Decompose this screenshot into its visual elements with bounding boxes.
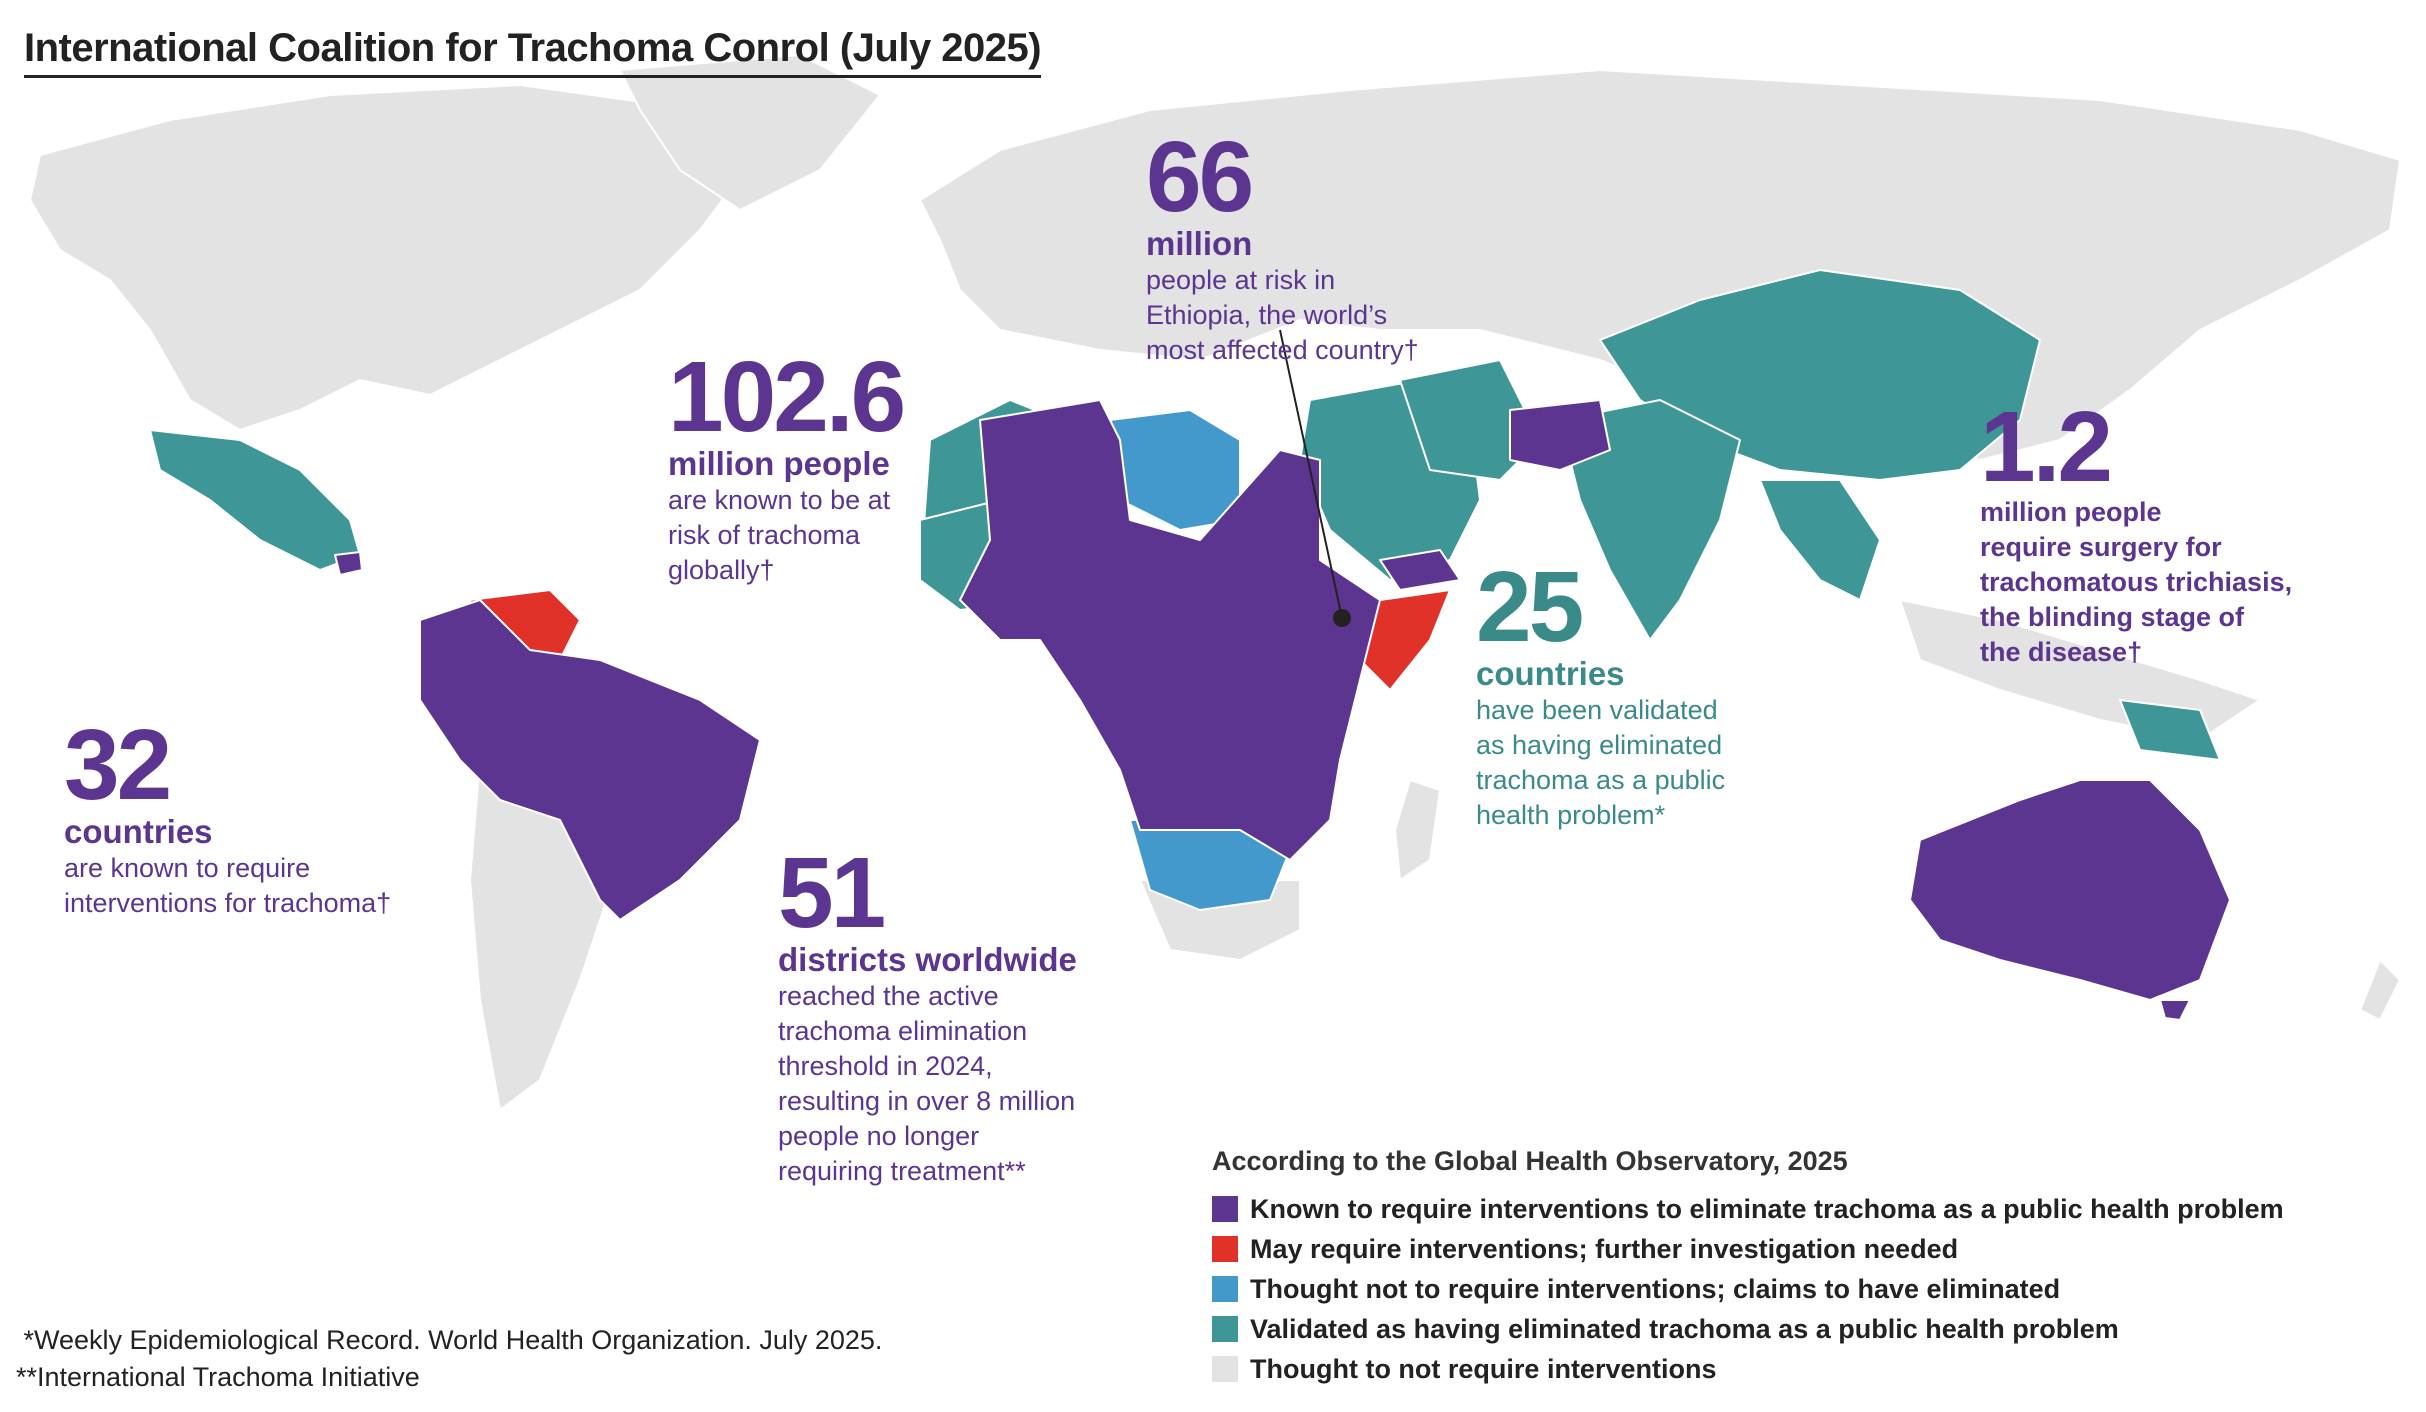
legend-item-eliminated: Thought not to require interventions; cl… (1212, 1269, 2284, 1309)
legend-item-validated: Validated as having eliminated trachoma … (1212, 1309, 2284, 1349)
legend-label-validated: Validated as having eliminated trachoma … (1250, 1313, 2119, 1344)
ethiopia-pointer-line (1279, 329, 1343, 619)
greenland-land (619, 54, 881, 211)
legend-swatch-known (1212, 1196, 1238, 1222)
legend-swatch-eliminated (1212, 1276, 1238, 1302)
footnote-who: *Weekly Epidemiological Record. World He… (16, 1325, 883, 1355)
png-region (2119, 699, 2221, 761)
stat-districts-number: 51 (778, 837, 886, 949)
stat-validated: 25 countries have been validated as havi… (1476, 551, 1726, 833)
stat-ethiopia-unit: million (1146, 225, 1253, 262)
stat-districts-desc: reached the active trachoma elimination … (778, 980, 1076, 1187)
stat-global-unit: million people (668, 445, 890, 482)
legend-swatch-may (1212, 1236, 1238, 1262)
southeast-asia-land (1899, 599, 2261, 741)
stat-surgery: 1.2 million people require surgery for t… (1980, 391, 2292, 670)
stat-countries-number: 32 (64, 709, 172, 821)
legend-label-known: Known to require interventions to elimin… (1250, 1193, 2284, 1224)
footnote-iti: **International Trachoma Initiative (16, 1361, 420, 1392)
legend-label-may: May require interventions; further inves… (1250, 1233, 1959, 1264)
map-legend: According to the Global Health Observato… (1212, 1146, 2284, 1389)
stat-ethiopia-desc: people at risk in Ethiopia, the world’s … (1146, 264, 1419, 366)
legend-label-eliminated: Thought not to require interventions; cl… (1250, 1273, 2061, 1304)
stat-validated-number: 25 (1476, 551, 1584, 663)
new-zealand-land (2359, 959, 2401, 1021)
stat-countries-desc: are known to require interventions for t… (64, 852, 392, 919)
madagascar-land (1394, 779, 1441, 881)
legend-item-known: Known to require interventions to elimin… (1212, 1189, 2284, 1229)
stat-validated-desc: have been validated as having eliminated… (1476, 694, 1726, 831)
guatemala-region (334, 551, 363, 576)
stat-surgery-number: 1.2 (1980, 391, 2113, 503)
north-america-land (29, 84, 761, 431)
stat-ethiopia: 66 million people at risk in Ethiopia, t… (1146, 121, 1419, 368)
afghanistan-region (1509, 399, 1611, 471)
stat-countries: 32 countries are known to require interv… (64, 709, 392, 921)
australia-region (1909, 779, 2231, 1001)
map-landmasses (29, 54, 2401, 1111)
mexico-region (149, 429, 361, 571)
yemen-region (1379, 549, 1461, 591)
tasmania-region (2159, 999, 2191, 1021)
legend-swatch-validated (1212, 1316, 1238, 1342)
india-region (1559, 399, 1741, 641)
page-title: International Coalition for Trachoma Con… (24, 26, 1042, 78)
legend-item-may: May require interventions; further inves… (1212, 1229, 2284, 1269)
stat-ethiopia-number: 66 (1146, 121, 1254, 233)
stat-surgery-desc-text: require surgery for trachomatous trichia… (1980, 532, 2293, 668)
africa-known-region (959, 399, 1381, 861)
indochina-region (1759, 479, 1881, 601)
stat-global-number: 102.6 (668, 341, 906, 453)
stat-validated-unit: countries (1476, 655, 1625, 692)
legend-label-not-required: Thought to not require interventions (1250, 1353, 1717, 1384)
south-america-known-region (419, 599, 761, 921)
stat-countries-unit: countries (64, 813, 213, 850)
ethiopia-pointer-dot (1333, 609, 1351, 627)
stat-global-desc: are known to be at risk of trachoma glob… (668, 484, 891, 586)
stat-districts-unit: districts worldwide (778, 941, 1077, 978)
legend-item-not-required: Thought to not require interventions (1212, 1349, 2284, 1389)
legend-title: According to the Global Health Observato… (1212, 1146, 1848, 1176)
stat-districts: 51 districts worldwide reached the activ… (778, 837, 1077, 1190)
stat-global: 102.6 million people are known to be at … (668, 341, 906, 588)
footnotes: *Weekly Epidemiological Record. World He… (16, 1322, 882, 1395)
stat-surgery-desc: million people require surgery for trach… (1980, 495, 2292, 670)
legend-swatch-not-required (1212, 1356, 1238, 1382)
stat-surgery-unit: million people (1980, 497, 2162, 527)
